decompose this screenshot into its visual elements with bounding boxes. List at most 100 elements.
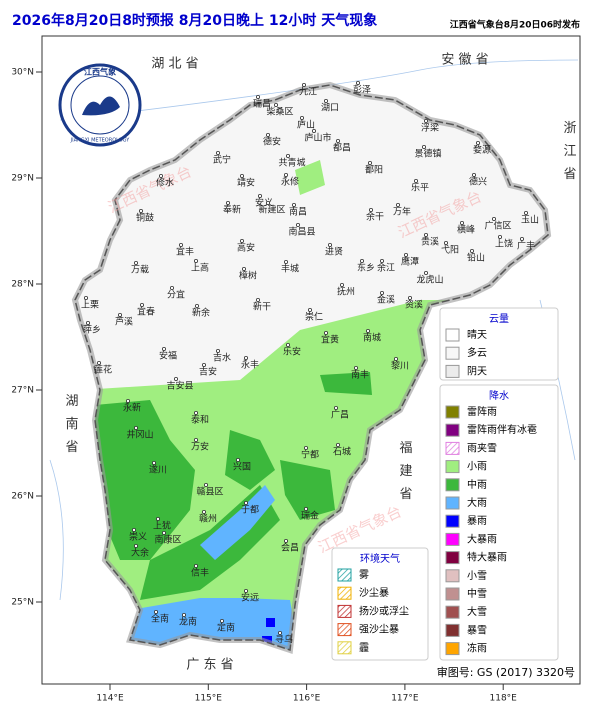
city-name: 石城 <box>333 447 351 458</box>
city-name: 于都 <box>241 505 259 516</box>
legend-swatch <box>337 641 352 655</box>
city-name: 宜春 <box>137 306 155 318</box>
province-name: 湖南省 <box>63 394 79 463</box>
legend-swatch <box>445 478 460 492</box>
city-dot <box>368 207 373 212</box>
city-name: 高安 <box>237 242 255 254</box>
city-dot <box>333 405 338 410</box>
province-name: 浙江省 <box>561 121 577 190</box>
city-dot <box>84 295 89 300</box>
city-dot <box>138 208 143 213</box>
city-name: 南昌 <box>289 206 307 218</box>
city-dot <box>355 81 360 86</box>
city-dot <box>421 144 426 149</box>
city-name: 乐平 <box>411 182 429 194</box>
legend-swatch <box>445 551 460 565</box>
city-name: 寻乌 <box>275 634 293 646</box>
city-name: 吉安 <box>199 366 217 378</box>
city-dot <box>243 500 248 505</box>
lat-tick-label: 27°N <box>11 386 34 396</box>
publisher: 江西省气象台8月20日06时发布 <box>450 19 580 31</box>
city-name: 大余 <box>131 547 149 559</box>
city-name: 南城 <box>363 332 381 344</box>
city-name: 广昌 <box>331 409 349 421</box>
city-dot <box>97 360 102 365</box>
city-dot <box>303 445 308 450</box>
city-dot <box>327 242 332 247</box>
city-name: 永修 <box>281 176 299 188</box>
city-dot <box>285 342 290 347</box>
map-title: 2026年8月20日8时预报 8月20日晚上 12小时 天气现象 <box>12 12 377 29</box>
city-name: 崇义 <box>129 532 147 543</box>
city-dot <box>295 222 300 227</box>
city-name: 武宁 <box>213 154 231 166</box>
legend-label: 大雨 <box>467 496 487 509</box>
lon-tick-label: 115°E <box>195 694 223 704</box>
legend-label: 特大暴雨 <box>467 551 507 564</box>
city-dot <box>194 303 199 308</box>
lon-tick-label: 117°E <box>391 694 419 704</box>
legend-swatch <box>445 532 460 546</box>
city-dot <box>413 178 418 183</box>
city-dot <box>158 173 163 178</box>
city-name: 永新 <box>123 402 141 414</box>
city-dot <box>178 242 183 247</box>
legend-title: 降水 <box>489 389 509 402</box>
city-dot <box>283 259 288 264</box>
city-name: 永丰 <box>241 359 259 371</box>
city-name: 宜黄 <box>321 334 339 346</box>
city-name: 铜鼓 <box>136 212 154 224</box>
city-name: 吉水 <box>213 352 231 364</box>
province-name: 湖 北 省 <box>151 57 198 72</box>
lat-tick-label: 25°N <box>11 598 34 608</box>
city-name: 东乡 <box>357 262 375 274</box>
city-name: 上栗 <box>81 300 99 311</box>
city-name: 共青城 <box>278 157 305 169</box>
city-name: 全南 <box>151 613 169 625</box>
city-name: 柴桑区 <box>266 106 293 118</box>
legend-label: 中雪 <box>467 587 487 600</box>
city-name: 龙南 <box>179 616 197 628</box>
city-name: 新余 <box>192 307 210 319</box>
lat-tick-label: 30°N <box>11 68 34 78</box>
city-name: 庐山 <box>297 119 315 131</box>
logo-en: JIANGXI METEOROLOGY <box>70 138 131 144</box>
city-name: 修水 <box>156 177 174 189</box>
city-dot <box>323 99 328 104</box>
city-dot <box>255 297 260 302</box>
city-name: 崇仁 <box>305 311 323 323</box>
legend-label: 暴雪 <box>467 624 487 636</box>
province-name: 广 东 省 <box>186 658 233 673</box>
city-dot <box>283 172 288 177</box>
city-dot <box>193 410 198 415</box>
city-dot <box>201 509 206 514</box>
city-dot <box>215 348 220 353</box>
city-name: 上犹 <box>153 521 171 532</box>
legend-label: 阴天 <box>467 365 487 377</box>
city-dot <box>395 202 400 207</box>
city-name: 萍乡 <box>83 325 101 336</box>
city-name: 安义 <box>255 197 273 209</box>
legend-swatch <box>445 460 460 474</box>
legend-swatch <box>337 568 352 582</box>
lat-tick-label: 26°N <box>11 492 34 502</box>
city-name: 玉山 <box>521 215 539 226</box>
city-name: 进贤 <box>325 247 343 258</box>
province-name: 福建省 <box>397 441 413 510</box>
city-dot <box>423 119 428 124</box>
review-number: 审图号: GS (2017) 3320号 <box>437 665 575 679</box>
legend-swatch <box>445 514 460 528</box>
legend-label: 晴天 <box>467 328 487 341</box>
legend-swatch <box>445 623 460 637</box>
city-name: 龙虎山 <box>416 274 443 286</box>
city-name: 新建区 <box>258 204 285 216</box>
city-name: 丰城 <box>281 263 299 275</box>
legend-swatch <box>445 405 460 419</box>
city-dot <box>193 564 198 569</box>
city-name: 奉新 <box>223 204 241 216</box>
city-dot <box>311 128 316 133</box>
city-name: 弋阳 <box>441 244 459 256</box>
city-dot <box>225 200 230 205</box>
city-name: 南康区 <box>154 534 181 546</box>
city-dot <box>335 442 340 447</box>
